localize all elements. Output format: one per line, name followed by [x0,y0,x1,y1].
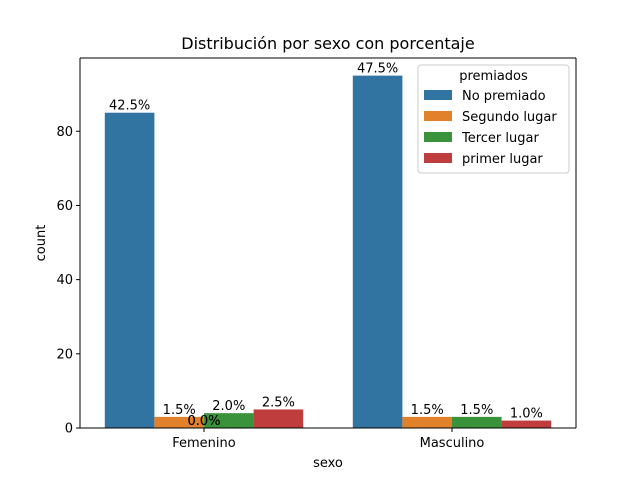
legend-title: premiados [459,69,528,84]
data-label: 2.0% [212,399,245,414]
y-tick-label: 40 [56,273,73,288]
legend-swatch [424,90,452,100]
legend: premiados No premiado Segundo lugar Tercer … [417,64,570,174]
bar-masculino-1 [402,416,452,428]
legend-entry: Segundo lugar [462,110,557,125]
zero-data-label: 0.0% [187,414,220,429]
bar-masculino-2 [452,416,502,428]
y-tick-label: 20 [56,347,73,362]
x-axis-label: sexo [313,456,343,471]
bar-femenino-3 [253,409,304,428]
data-label: 47.5% [357,62,398,77]
bar-femenino-2 [204,413,254,428]
legend-entry: No premiado [462,89,546,104]
y-tick-label: 0 [65,422,73,437]
data-label: 1.0% [510,407,543,422]
chart-title: Distribución por sexo con porcentaje [181,34,474,53]
legend-entry: Tercer lugar [461,131,539,146]
data-label: 1.5% [163,403,196,418]
bar-femenino-1 [154,416,204,428]
data-label: 2.5% [262,395,295,410]
bar-masculino-0 [352,75,403,428]
data-label: 42.5% [109,99,150,114]
legend-swatch [424,153,452,163]
legend-box [417,64,570,174]
data-label: 1.5% [411,403,444,418]
plot-area: 42.5%47.5%1.5% 1.5%2.0% 1.5%2.5%1.0%0.0%0.… [56,57,577,451]
zero-data-label: 0.0% [187,414,220,429]
bar-masculino-3 [501,420,552,428]
y-tick-label: 60 [56,199,73,214]
legend-swatch [424,111,452,121]
bar-femenino-0 [104,112,155,428]
x-tick-label: Femenino [172,436,236,451]
legend-entry: primer lugar [462,152,543,167]
y-tick-label: 80 [56,125,73,140]
y-axis-label: count [34,225,49,262]
data-label: 1.5% [460,403,493,418]
x-tick-label: Masculino [420,436,485,451]
legend-swatch [424,132,452,142]
